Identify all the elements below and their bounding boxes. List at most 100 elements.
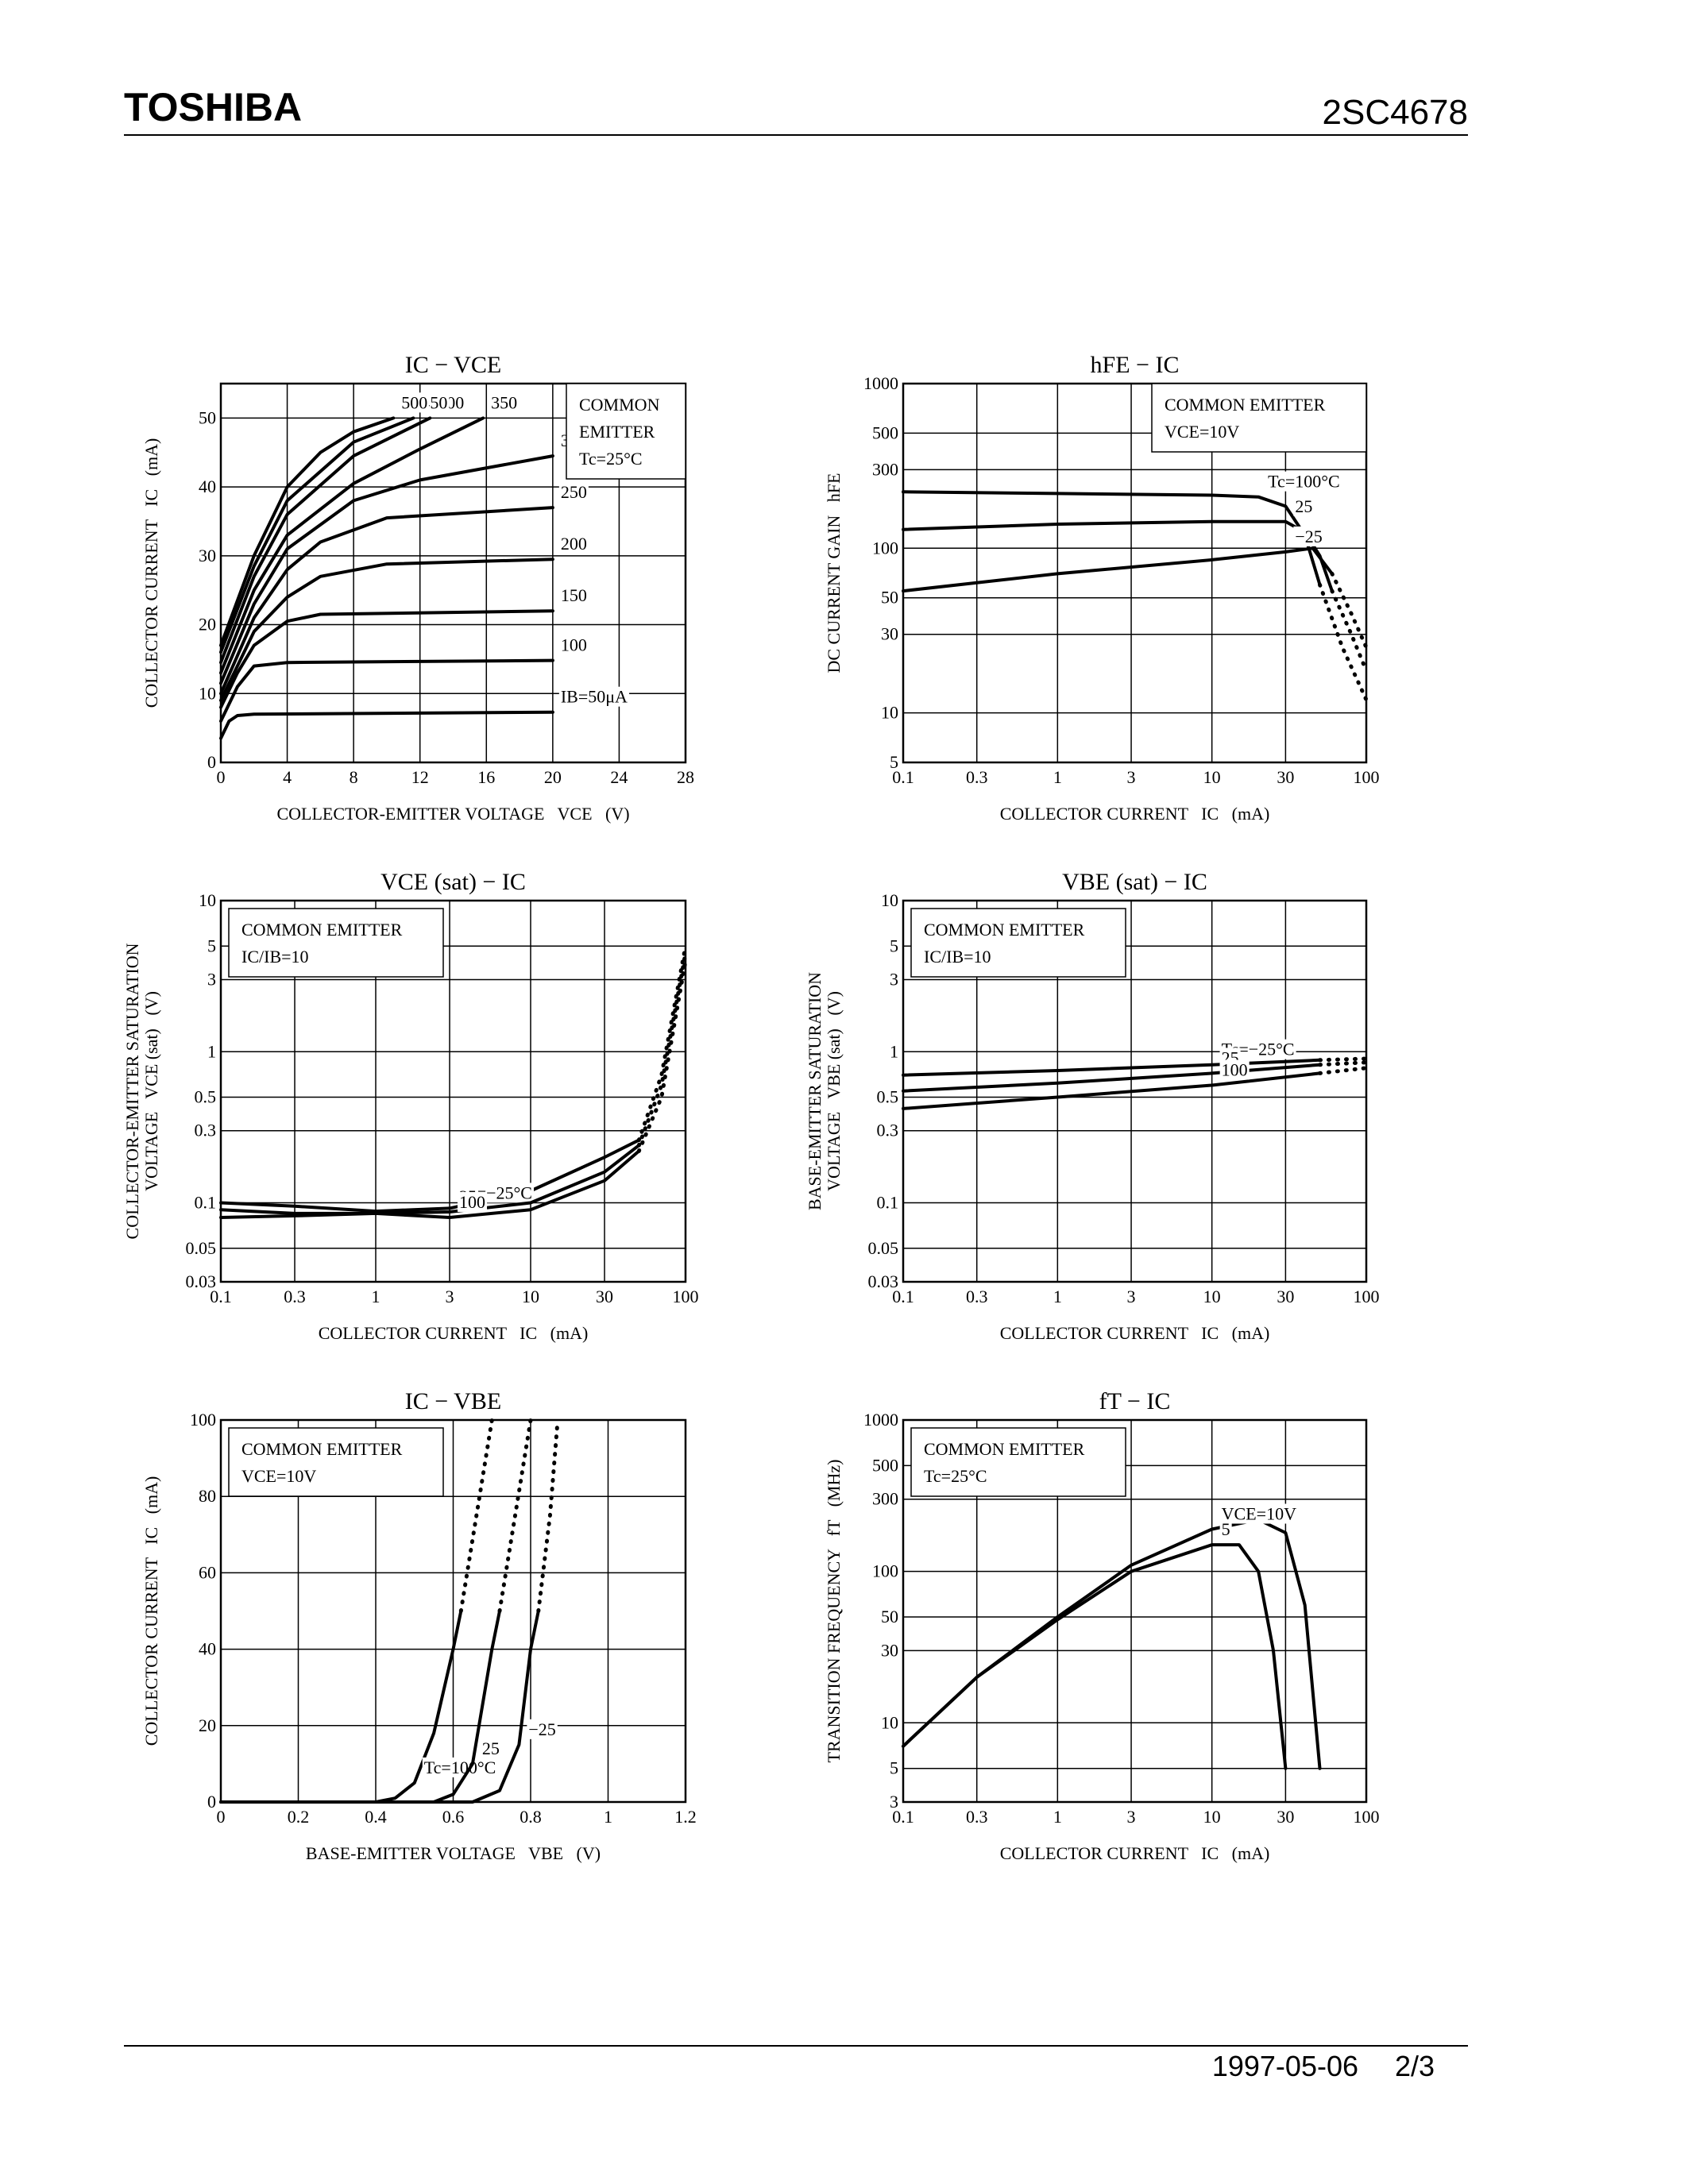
curve-label: 500 bbox=[401, 392, 427, 412]
curve-label: 25 bbox=[482, 1738, 500, 1758]
curve bbox=[902, 1543, 1288, 1770]
x-tick-label: 10 bbox=[1203, 767, 1221, 787]
x-tick-label: 0.2 bbox=[288, 1807, 310, 1827]
x-tick-label: 12 bbox=[411, 767, 429, 787]
note-box bbox=[910, 1427, 1126, 1497]
chart-title: fT − IC bbox=[1099, 1388, 1171, 1414]
y-tick-label: 10 bbox=[881, 703, 898, 723]
curve bbox=[219, 454, 554, 685]
x-tick-label: 30 bbox=[1277, 767, 1294, 787]
x-tick-label: 0.3 bbox=[966, 767, 988, 787]
x-tick-label: 100 bbox=[673, 1287, 699, 1306]
dotted-curve bbox=[636, 943, 688, 1143]
curve bbox=[219, 658, 554, 723]
note-text: COMMON EMITTER bbox=[241, 920, 403, 940]
curve bbox=[902, 1071, 1322, 1110]
y-tick-label: 30 bbox=[199, 546, 216, 565]
y-tick-label: 0.5 bbox=[195, 1087, 217, 1107]
curve bbox=[219, 710, 554, 740]
chart-title: IC − VBE bbox=[405, 1388, 501, 1414]
note-text: COMMON EMITTER bbox=[1165, 395, 1326, 415]
curve-label-bg bbox=[458, 1191, 488, 1212]
x-tick-label: 1.2 bbox=[674, 1807, 697, 1827]
note-box bbox=[566, 383, 686, 480]
curve bbox=[902, 519, 1334, 593]
curve-label-bg bbox=[558, 635, 589, 655]
x-tick-label: 1 bbox=[1053, 1287, 1062, 1306]
curve bbox=[219, 558, 554, 702]
y-tick-label: 20 bbox=[199, 615, 216, 635]
y-tick-label: 300 bbox=[872, 459, 898, 479]
y-tick-label: 5 bbox=[890, 1758, 898, 1778]
dotted-curve bbox=[1318, 1056, 1369, 1063]
note-text: VCE=10V bbox=[241, 1466, 316, 1486]
x-axis-label: COLLECTOR CURRENT IC (mA) bbox=[319, 1323, 589, 1343]
curve-label-bg bbox=[1219, 1519, 1232, 1540]
y-axis-label: TRANSITION FREQUENCY fT (MHz) bbox=[824, 1460, 844, 1763]
curve bbox=[902, 1518, 1322, 1770]
curve-label-bg bbox=[480, 1738, 501, 1758]
curve bbox=[219, 506, 554, 696]
curve-label: 25 bbox=[1295, 496, 1312, 516]
curve-label-bg bbox=[558, 585, 589, 606]
x-tick-label: 1 bbox=[1053, 767, 1062, 787]
chart-title: IC − VCE bbox=[405, 352, 501, 378]
curve-label-bg bbox=[1219, 1503, 1299, 1524]
x-tick-label: 3 bbox=[446, 1287, 454, 1306]
note-text: COMMON EMITTER bbox=[241, 1439, 403, 1459]
curve-label: 100 bbox=[561, 635, 587, 655]
x-tick-label: 1 bbox=[604, 1807, 612, 1827]
x-tick-label: 0.8 bbox=[520, 1807, 542, 1827]
y-axis-label: COLLECTOR CURRENT IC (mA) bbox=[141, 1476, 161, 1746]
y-tick-label: 50 bbox=[881, 1607, 898, 1626]
y-tick-label: 20 bbox=[199, 1715, 216, 1735]
y-tick-label: 60 bbox=[199, 1562, 216, 1582]
x-axis-label: COLLECTOR CURRENT IC (mA) bbox=[1000, 804, 1270, 824]
curve-label-bg bbox=[400, 392, 430, 413]
curve-label-bg bbox=[527, 1719, 558, 1739]
y-tick-label: 10 bbox=[881, 890, 898, 910]
y-tick-label: 40 bbox=[199, 477, 216, 496]
curve bbox=[902, 1063, 1322, 1093]
note-text: IC/IB=10 bbox=[241, 947, 309, 967]
x-tick-label: 30 bbox=[1277, 1287, 1294, 1306]
plot-frame bbox=[902, 382, 1368, 764]
plot-frame bbox=[219, 899, 687, 1283]
x-tick-label: 0.3 bbox=[284, 1287, 306, 1306]
dotted-curve bbox=[1330, 588, 1369, 673]
x-tick-label: 3 bbox=[1127, 1807, 1136, 1827]
curve bbox=[219, 1144, 641, 1215]
x-tick-label: 3 bbox=[1127, 767, 1136, 787]
y-tick-label: 1000 bbox=[863, 1410, 898, 1430]
curve bbox=[219, 1138, 641, 1214]
y-tick-label: 0.1 bbox=[877, 1193, 899, 1213]
dotted-curve bbox=[536, 1418, 560, 1613]
note-text: Tc=25°C bbox=[579, 449, 643, 469]
x-tick-label: 1 bbox=[372, 1287, 380, 1306]
curve-label: 150 bbox=[561, 585, 587, 605]
curve bbox=[219, 416, 415, 654]
footer-date: 1997-05-06 bbox=[1212, 2050, 1358, 2082]
curve-label: −25 bbox=[1295, 527, 1322, 546]
y-tick-label: 0.03 bbox=[186, 1271, 217, 1291]
curve-label-bg bbox=[558, 534, 589, 554]
x-tick-label: 4 bbox=[283, 767, 292, 787]
x-tick-label: 10 bbox=[1203, 1807, 1221, 1827]
dotted-curve bbox=[497, 1418, 533, 1613]
y-tick-label: 0.5 bbox=[877, 1087, 899, 1107]
note-box bbox=[228, 908, 444, 978]
x-tick-label: 0.6 bbox=[442, 1807, 465, 1827]
y-tick-label: 0 bbox=[207, 752, 216, 772]
x-tick-label: 20 bbox=[544, 767, 562, 787]
x-tick-label: 24 bbox=[610, 767, 628, 787]
y-tick-label: 5 bbox=[207, 936, 216, 955]
chart-title: hFE − IC bbox=[1091, 352, 1180, 378]
note-text: IC/IB=10 bbox=[924, 947, 991, 967]
x-tick-label: 100 bbox=[1354, 1807, 1380, 1827]
curve bbox=[219, 416, 432, 665]
y-tick-label: 300 bbox=[872, 1489, 898, 1509]
y-axis-label: COLLECTOR CURRENT IC (mA) bbox=[141, 438, 161, 708]
curve bbox=[219, 416, 485, 675]
note-box bbox=[228, 1427, 444, 1497]
curve-label-bg bbox=[558, 686, 630, 707]
